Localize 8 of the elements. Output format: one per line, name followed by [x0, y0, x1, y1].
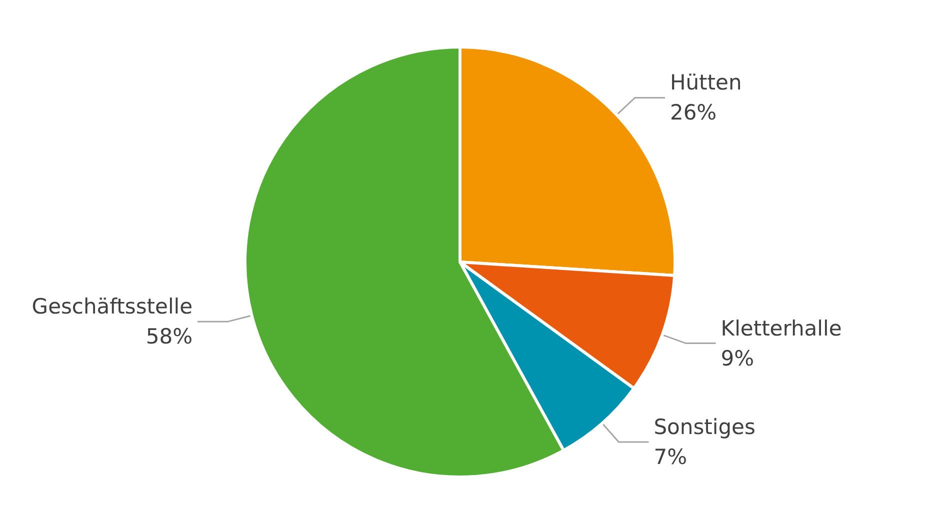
data-label: 58% — [146, 324, 193, 349]
slice-label: Hütten — [670, 70, 742, 95]
data-label: 26% — [670, 100, 717, 125]
data-label: 9% — [720, 346, 754, 370]
data-label: 7% — [654, 445, 688, 470]
slice-label: Kletterhalle — [720, 316, 842, 340]
slice-label: Sonstiges — [654, 415, 756, 440]
slice-label: Geschäftsstelle — [32, 294, 193, 319]
